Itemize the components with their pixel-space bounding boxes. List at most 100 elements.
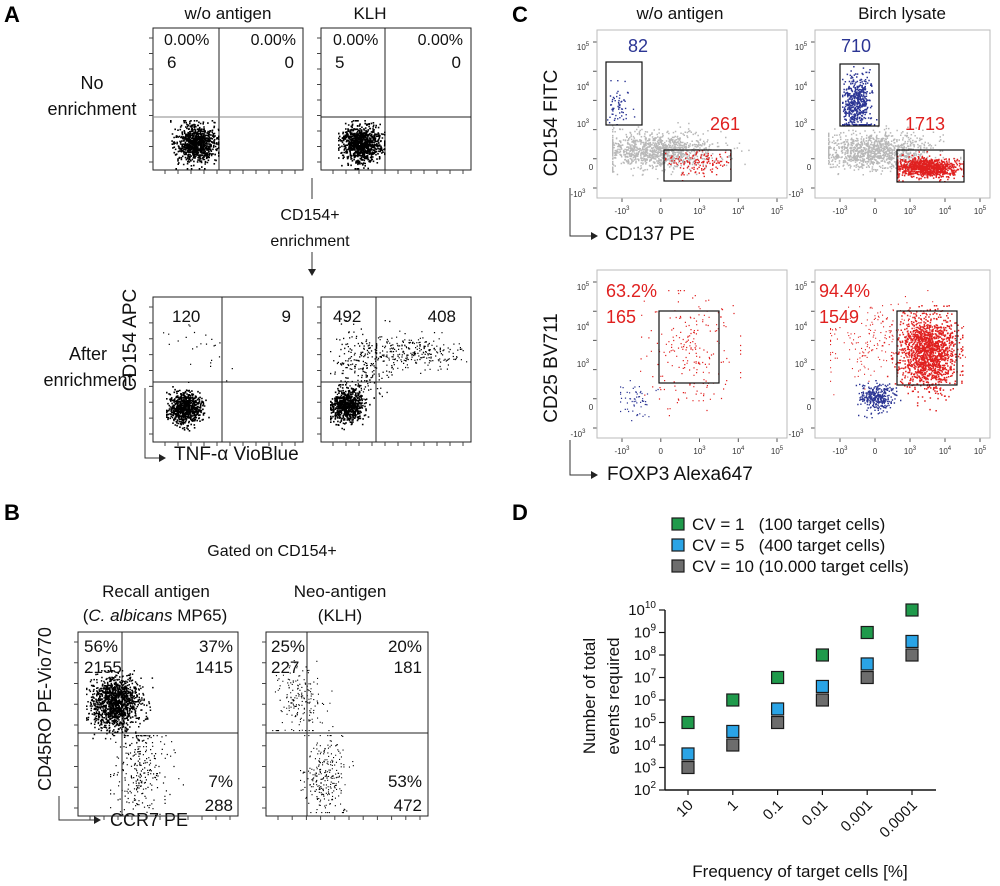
c4-ytick-1: 104 [795, 322, 808, 332]
b2-ul-pct: 25% [271, 637, 305, 656]
c4-xtick-2: 103 [904, 446, 917, 456]
b2-lower [300, 735, 354, 814]
a2-ur-count: 0 [452, 53, 461, 72]
c3-gate [658, 310, 720, 384]
b1-ur-pct: 37% [199, 637, 233, 656]
b1-ul-pct: 56% [84, 637, 118, 656]
b1-ur-count: 1415 [195, 658, 233, 677]
panel-d-legend: CV = 1 (100 target cells) CV = 5 (400 tar… [671, 515, 909, 576]
panel-a-arrow-label-1: CD154+ [280, 207, 339, 224]
c2-ytick-4: -103 [789, 189, 805, 199]
d-point-s1-5 [905, 634, 919, 649]
c1-ytick-4: -103 [571, 189, 587, 199]
c3-xtick-3: 104 [732, 446, 745, 456]
c3-xtick-0: -103 [615, 446, 631, 456]
c1-xtick-exp-2: 3 [702, 206, 706, 212]
panel-b-axis-arrow [58, 796, 101, 824]
c4-ytick-exp-1: 4 [804, 322, 808, 328]
c2-xtick-0: -103 [833, 206, 849, 216]
d-ytick-base-10: 10 [628, 602, 645, 619]
panel-d-x-axis-label: Frequency of target cells [%] [692, 862, 907, 881]
c2-ytick-0: 105 [795, 42, 808, 52]
d-point-s1-1 [726, 724, 740, 739]
d-point-s2-0 [681, 760, 695, 775]
c2-plot-frame [814, 29, 991, 199]
c4-ytick-exp-0: 5 [804, 282, 808, 288]
c1-xtick-1: 0 [659, 207, 664, 216]
c1-blue-dots [607, 80, 636, 126]
c2-xtick-1: 0 [873, 207, 878, 216]
a3-ticks [149, 306, 296, 446]
panel-c-plots: 105 104 103 0 -103 -103 0 103 104 105 105 104 103 0 -1… [571, 29, 991, 456]
c3-ytick-exp-2: 3 [586, 359, 590, 365]
panel-a-axis-arrow [144, 388, 166, 462]
c4-ytick-2: 103 [795, 359, 808, 369]
d-ytick-base-5: 10 [634, 715, 651, 732]
c3-ticks [593, 281, 778, 442]
c4-ticks [811, 281, 981, 442]
d-ytick-exp-10: 10 [645, 600, 657, 611]
b2-lr-pct: 53% [388, 772, 422, 791]
panel-c-bottom-y-axis-label: CD25 BV711 [541, 313, 562, 423]
c1-ytick-0: 105 [577, 42, 590, 52]
d-ytick-exp-6: 6 [650, 690, 656, 701]
panel-c-bottom-x-axis-label: FOXP3 Alexa647 [607, 464, 753, 485]
c2-ytick-1: 104 [795, 82, 808, 92]
panel-d-y-axis-label-2: events required [604, 637, 623, 754]
d-legend-label-1: CV = 5 (400 target cells) [692, 536, 885, 555]
panel-b-x-axis-label: CCR7 PE [110, 810, 188, 830]
d-ytick-base-9: 10 [634, 625, 651, 642]
c4-xtick-0: -103 [833, 446, 849, 456]
c1-xtick-exp-3: 4 [741, 206, 745, 212]
c4-xtick-exp-3: 4 [948, 446, 952, 452]
panel-b-header: Gated on CD154+ [207, 543, 336, 560]
c1-ytick-2: 103 [577, 119, 590, 129]
panel-c-col-title-1: w/o antigen [636, 4, 724, 23]
d-ytick-exp-9: 9 [650, 623, 656, 634]
d-point-s2-5 [905, 648, 919, 662]
a3-dots [166, 386, 210, 432]
a4-upper [376, 330, 468, 374]
b1-dots [86, 670, 154, 746]
d-ytick-label-2: 102 [634, 780, 657, 799]
panel-a-x-axis-label: TNF-α VioBlue [174, 444, 299, 465]
b1-lr-pct: 7% [208, 772, 233, 791]
a3-ul-count: 120 [172, 307, 200, 326]
panel-a-arrow-label-2: enrichment [270, 233, 350, 250]
a2-ticks [317, 37, 464, 174]
c1-xtick-0: -103 [615, 206, 631, 216]
b2-plot-frame [265, 631, 429, 817]
c2-xtick-exp-2: 3 [913, 206, 917, 212]
c2-xtick-exp-0: 3 [844, 206, 848, 212]
d-ytick-base-4: 10 [634, 737, 651, 754]
c2-xtick-2: 103 [904, 206, 917, 216]
b2-ul-count: 227 [271, 658, 299, 677]
a2-dots [338, 120, 386, 170]
c1-xtick-exp-0: 3 [626, 206, 630, 212]
d-point-s0-4 [860, 625, 874, 640]
d-ytick-label-4: 104 [634, 735, 657, 754]
panel-c-top-y-axis-label: CD154 FITC [541, 70, 562, 177]
d-xtick-label-1: 1 [724, 797, 742, 815]
a4-mid [330, 320, 394, 410]
a1-ul-pct: 0.00% [164, 32, 209, 49]
d-ytick-exp-7: 7 [650, 668, 656, 679]
a3-plot-frame [152, 296, 304, 443]
c1-xtick-4: 105 [771, 206, 784, 216]
c4-ytick-4: -103 [789, 429, 805, 439]
c3-xtick-4: 105 [771, 446, 784, 456]
c2-blue-dots [842, 66, 878, 126]
c1-ytick-exp-4: 3 [582, 189, 586, 195]
c1-ytick-exp-1: 4 [586, 82, 590, 88]
c3-xtick-exp-2: 3 [702, 446, 706, 452]
b1-lower [110, 735, 184, 817]
d-point-s1-4 [860, 657, 874, 671]
c2-ytick-exp-4: 3 [800, 189, 804, 195]
d-xtick-label-2: 0.1 [760, 797, 787, 824]
c2-blue-count: 710 [841, 36, 871, 56]
b-col1-italic: C. albicans [88, 606, 173, 625]
panel-b-y-axis-label: CD45RO PE-Vio770 [35, 627, 55, 791]
d-ytick-base-8: 10 [634, 647, 651, 664]
c4-ytick-exp-2: 3 [804, 359, 808, 365]
